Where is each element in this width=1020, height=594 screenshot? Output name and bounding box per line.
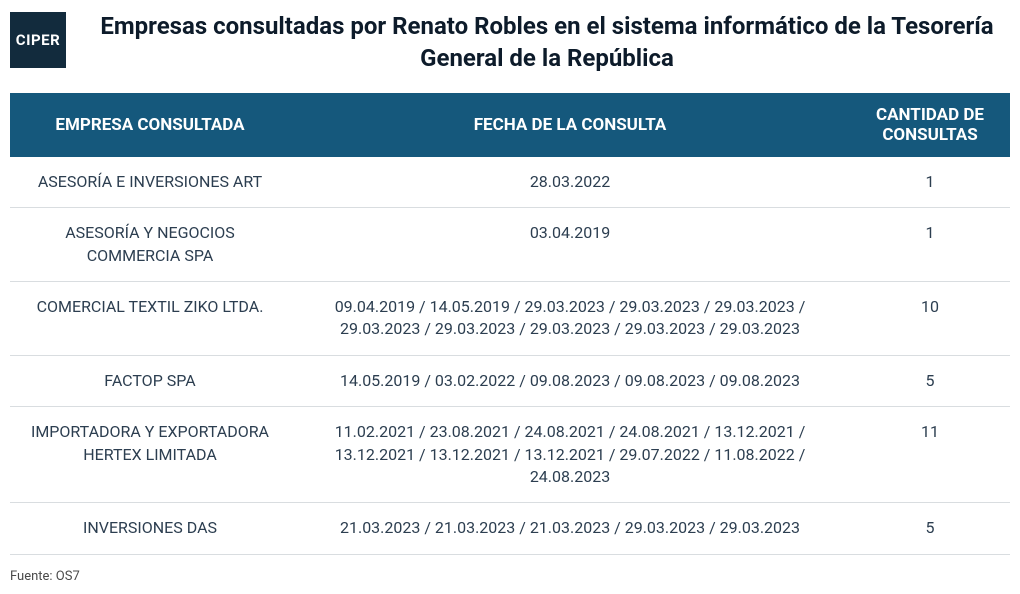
col-header-cantidad: CANTIDAD DE CONSULTAS — [850, 93, 1010, 157]
table-row: ASESORÍA E INVERSIONES ART28.03.20221 — [10, 157, 1010, 208]
table-body: ASESORÍA E INVERSIONES ART28.03.20221ASE… — [10, 157, 1010, 554]
cell-empresa: COMERCIAL TEXTIL ZIKO LTDA. — [10, 281, 290, 355]
cell-fecha: 11.02.2021 / 23.08.2021 / 24.08.2021 / 2… — [290, 407, 850, 503]
table-header: EMPRESA CONSULTADA FECHA DE LA CONSULTA … — [10, 93, 1010, 157]
cell-empresa: ASESORÍA E INVERSIONES ART — [10, 157, 290, 208]
logo-text: CIPER — [16, 31, 60, 49]
table-row: ASESORÍA Y NEGOCIOS COMMERCIA SPA03.04.2… — [10, 208, 1010, 282]
cell-fecha: 28.03.2022 — [290, 157, 850, 208]
cell-empresa: ASESORÍA Y NEGOCIOS COMMERCIA SPA — [10, 208, 290, 282]
cell-cantidad: 5 — [850, 503, 1010, 554]
cell-fecha: 21.03.2023 / 21.03.2023 / 21.03.2023 / 2… — [290, 503, 850, 554]
cell-cantidad: 1 — [850, 208, 1010, 282]
consultas-table: EMPRESA CONSULTADA FECHA DE LA CONSULTA … — [10, 93, 1010, 555]
source-label: Fuente: OS7 — [10, 569, 1010, 584]
cell-fecha: 14.05.2019 / 03.02.2022 / 09.08.2023 / 0… — [290, 355, 850, 406]
cell-empresa: INVERSIONES DAS — [10, 503, 290, 554]
table-row: COMERCIAL TEXTIL ZIKO LTDA.09.04.2019 / … — [10, 281, 1010, 355]
cell-empresa: IMPORTADORA Y EXPORTADORA HERTEX LIMITAD… — [10, 407, 290, 503]
cell-empresa: FACTOP SPA — [10, 355, 290, 406]
table-row: FACTOP SPA14.05.2019 / 03.02.2022 / 09.0… — [10, 355, 1010, 406]
cell-cantidad: 5 — [850, 355, 1010, 406]
table-row: INVERSIONES DAS21.03.2023 / 21.03.2023 /… — [10, 503, 1010, 554]
col-header-fecha: FECHA DE LA CONSULTA — [290, 93, 850, 157]
cell-fecha: 09.04.2019 / 14.05.2019 / 29.03.2023 / 2… — [290, 281, 850, 355]
cell-cantidad: 1 — [850, 157, 1010, 208]
page-title: Empresas consultadas por Renato Robles e… — [84, 10, 1010, 75]
header: CIPER Empresas consultadas por Renato Ro… — [10, 10, 1010, 75]
cell-cantidad: 11 — [850, 407, 1010, 503]
col-header-empresa: EMPRESA CONSULTADA — [10, 93, 290, 157]
cell-fecha: 03.04.2019 — [290, 208, 850, 282]
table-row: IMPORTADORA Y EXPORTADORA HERTEX LIMITAD… — [10, 407, 1010, 503]
ciper-logo: CIPER — [10, 12, 66, 68]
cell-cantidad: 10 — [850, 281, 1010, 355]
